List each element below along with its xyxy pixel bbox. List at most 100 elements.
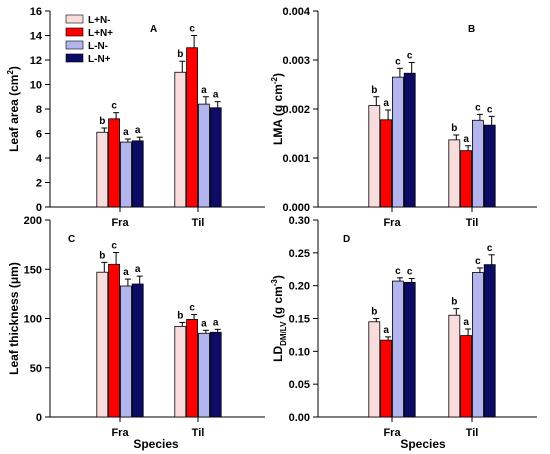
y-tick-label: 0.20 xyxy=(289,281,310,293)
significance-letter: b xyxy=(371,85,377,96)
x-tick-label: Fra xyxy=(111,217,129,229)
y-tick-label: 8 xyxy=(36,104,42,116)
x-axis-title: Species xyxy=(400,437,446,451)
significance-letter: a xyxy=(463,317,469,328)
significance-letter: a xyxy=(135,264,141,275)
bar-c-L-N+-Fra xyxy=(131,283,144,418)
bar-c-L+N+-Fra xyxy=(108,263,120,418)
x-tick-label: Fra xyxy=(383,427,401,439)
y-tick-label: 2 xyxy=(36,178,42,190)
y-tick-label: 0.000 xyxy=(282,202,310,214)
y-tick-label: 150 xyxy=(24,264,42,276)
significance-letter: b xyxy=(99,116,105,127)
bar-a-L+N+-Fra xyxy=(108,118,120,208)
y-tick-label: 12 xyxy=(30,55,42,67)
y-tick-label: 0.002 xyxy=(282,104,310,116)
legend-label: L+N+ xyxy=(88,28,113,39)
y-axis-title: Leaf thickness (μm) xyxy=(7,262,21,375)
y-tick-label: 0.30 xyxy=(289,215,310,227)
y-tick-label: 6 xyxy=(36,129,42,141)
x-axis-title: Species xyxy=(133,437,179,451)
significance-letter: a xyxy=(383,325,389,336)
bar-c-L+N--Fra xyxy=(96,271,109,418)
y-tick-label: 0.004 xyxy=(282,6,310,18)
x-tick-label: Fra xyxy=(383,217,401,229)
bar-b-L-N--Til xyxy=(471,119,484,208)
significance-letter: c xyxy=(395,56,401,67)
y-tick-label: 16 xyxy=(30,6,42,18)
bar-b-L-N+-Fra xyxy=(403,72,416,208)
significance-letter: a xyxy=(463,134,469,145)
bar-b-L-N+-Til xyxy=(483,124,496,208)
significance-letter: a xyxy=(201,318,207,329)
legend-swatch xyxy=(65,14,84,24)
y-axis-title: Leaf area (cm2) xyxy=(6,66,21,152)
y-tick-label: 10 xyxy=(30,80,42,92)
bar-d-L-N--Til xyxy=(471,272,484,418)
bar-d-L+N+-Til xyxy=(460,335,473,418)
significance-letter: a xyxy=(201,85,207,96)
bar-b-L+N--Fra xyxy=(368,105,381,208)
y-tick-label: 4 xyxy=(36,153,43,165)
y-tick-label: 0.05 xyxy=(289,379,310,391)
y-tick-label: 0.001 xyxy=(282,153,310,165)
bar-d-L-N+-Fra xyxy=(403,281,416,418)
bar-a-L-N+-Til xyxy=(209,107,222,208)
panel-letter: A xyxy=(150,24,157,35)
legend-swatch xyxy=(65,27,84,37)
y-tick-label: 50 xyxy=(30,363,42,375)
y-axis-title: LMA (g cm-2) xyxy=(270,73,285,145)
significance-letter: a xyxy=(135,125,141,136)
bar-d-L+N--Fra xyxy=(368,321,381,418)
significance-letter: a xyxy=(123,127,129,138)
y-tick-label: 0 xyxy=(36,412,42,424)
bar-a-L-N--Til xyxy=(197,103,210,208)
bar-a-L+N+-Til xyxy=(186,47,199,208)
panel-letter: D xyxy=(343,234,350,245)
y-tick-label: 0.00 xyxy=(289,412,310,424)
bar-a-L-N+-Fra xyxy=(131,140,144,208)
legend-label: L-N- xyxy=(88,41,108,52)
bar-b-L+N--Til xyxy=(448,139,461,208)
significance-letter: c xyxy=(189,24,195,35)
bar-d-L+N--Til xyxy=(448,314,461,418)
bar-c-L-N+-Til xyxy=(209,331,222,418)
significance-letter: b xyxy=(451,123,457,134)
significance-letter: a xyxy=(383,98,389,109)
bar-b-L+N+-Fra xyxy=(380,119,393,208)
bar-c-L-N--Fra xyxy=(120,285,132,418)
significance-letter: c xyxy=(189,303,195,314)
legend: L+N- L+N+ L-N- L-N+ xyxy=(65,14,113,65)
y-tick-label: 200 xyxy=(24,215,42,227)
y-axis-title: LDDM/LV (g cm-3) xyxy=(270,275,288,362)
bar-a-L+N--Fra xyxy=(96,131,109,208)
panel-letter: C xyxy=(68,234,75,245)
significance-letter: c xyxy=(407,50,413,61)
significance-letter: c xyxy=(111,101,117,112)
significance-letter: b xyxy=(371,307,377,318)
significance-letter: c xyxy=(407,266,413,277)
significance-letter: b xyxy=(99,250,105,261)
x-tick-label: Til xyxy=(466,217,479,229)
x-tick-label: Til xyxy=(466,427,479,439)
legend-label: L-N+ xyxy=(88,54,111,65)
bar-d-L+N+-Fra xyxy=(380,339,393,418)
y-tick-label: 100 xyxy=(24,314,42,326)
significance-letter: a xyxy=(213,317,219,328)
legend-label: L+N- xyxy=(88,15,111,26)
bar-b-L+N+-Til xyxy=(460,150,473,208)
significance-letter: c xyxy=(395,266,401,277)
significance-letter: b xyxy=(177,49,183,60)
significance-letter: c xyxy=(475,256,481,267)
significance-letter: c xyxy=(487,243,493,254)
x-tick-label: Fra xyxy=(111,427,129,439)
significance-letter: b xyxy=(177,310,183,321)
x-tick-label: Til xyxy=(192,427,205,439)
significance-letter: c xyxy=(111,241,117,252)
significance-letter: c xyxy=(487,104,493,115)
y-tick-label: 0.003 xyxy=(282,55,310,67)
